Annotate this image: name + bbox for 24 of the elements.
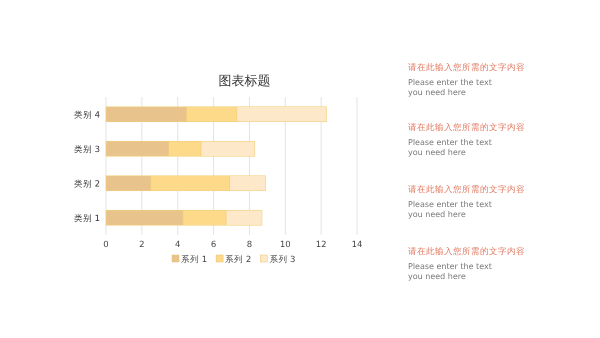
y-tick-label: 类别 1	[74, 212, 100, 224]
x-tick-label: 8	[246, 240, 252, 250]
legend-label: 系列 1	[181, 254, 208, 265]
text: Please enter the text you need here	[408, 262, 492, 281]
x-tick-label: 4	[175, 240, 180, 250]
legend-label: 系列 2	[225, 254, 252, 265]
text: Please enter the text you need here	[408, 78, 492, 97]
text: 请在此输入您所需的文字内容	[408, 62, 525, 73]
x-tick-label: 0	[103, 240, 109, 250]
x-tick-label: 14	[352, 240, 362, 250]
text: 请在此输入您所需的文字内容	[408, 184, 525, 195]
x-tick-label: 12	[316, 240, 327, 250]
x-tick-label: 6	[210, 240, 216, 250]
y-tick-label: 类别 3	[74, 144, 100, 155]
y-tick-label: 类别 4	[74, 109, 100, 120]
chart-title: 图表标题	[218, 74, 270, 89]
y-tick-label: 类别 2	[74, 178, 100, 190]
text: 请在此输入您所需的文字内容	[408, 246, 525, 257]
text: 请在此输入您所需的文字内容	[408, 122, 525, 133]
text: Please enter the text you need here	[408, 138, 492, 157]
legend-label: 系列 3	[269, 254, 296, 265]
text: Please enter the text you need here	[408, 200, 492, 219]
x-tick-label: 2	[139, 240, 145, 250]
x-tick-label: 10	[280, 240, 291, 250]
